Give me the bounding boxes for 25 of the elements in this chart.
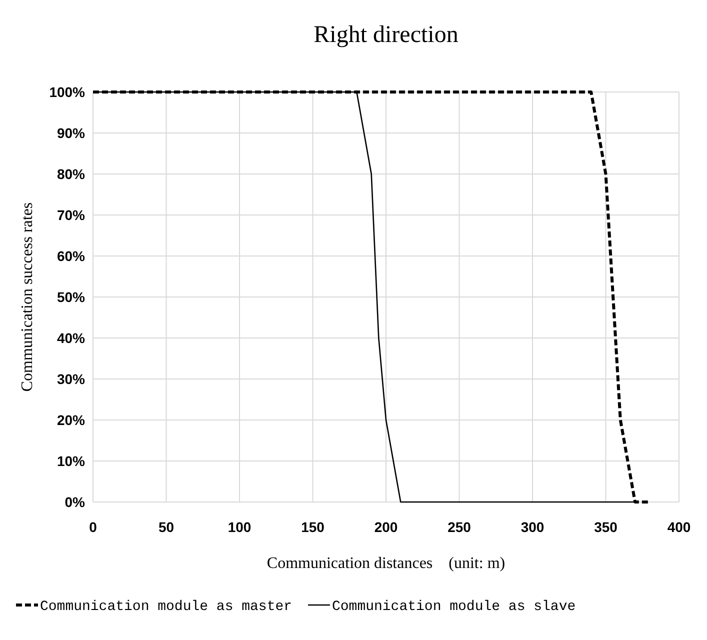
x-tick-label: 400 [667, 519, 691, 535]
legend-label: Communication module as master [40, 599, 292, 615]
y-tick-label: 0% [64, 494, 86, 510]
x-tick-label: 300 [520, 519, 544, 535]
x-tick-label: 200 [374, 519, 398, 535]
y-tick-label: 60% [56, 248, 86, 264]
chart-title: Right direction [314, 22, 458, 48]
y-tick-label: 30% [56, 371, 86, 387]
x-tick-label: 100 [228, 519, 252, 535]
y-tick-label: 80% [56, 166, 86, 182]
x-tick-label: 50 [158, 519, 174, 535]
y-tick-label: 100% [49, 84, 86, 100]
y-tick-label: 70% [56, 207, 86, 223]
x-tick-label: 350 [594, 519, 618, 535]
y-tick-label: 40% [56, 330, 86, 346]
x-tick-label: 250 [448, 519, 472, 535]
y-tick-label: 10% [56, 453, 86, 469]
x-tick-label: 0 [89, 519, 98, 535]
x-axis-title: Communication distances (unit: m) [266, 555, 506, 572]
y-axis-title: Communication success rates [19, 202, 36, 392]
y-tick-label: 90% [56, 125, 86, 141]
y-tick-label: 50% [56, 289, 86, 305]
x-tick-label: 150 [301, 519, 325, 535]
legend-label: Communication module as slave [332, 599, 576, 615]
y-tick-label: 20% [56, 412, 86, 428]
